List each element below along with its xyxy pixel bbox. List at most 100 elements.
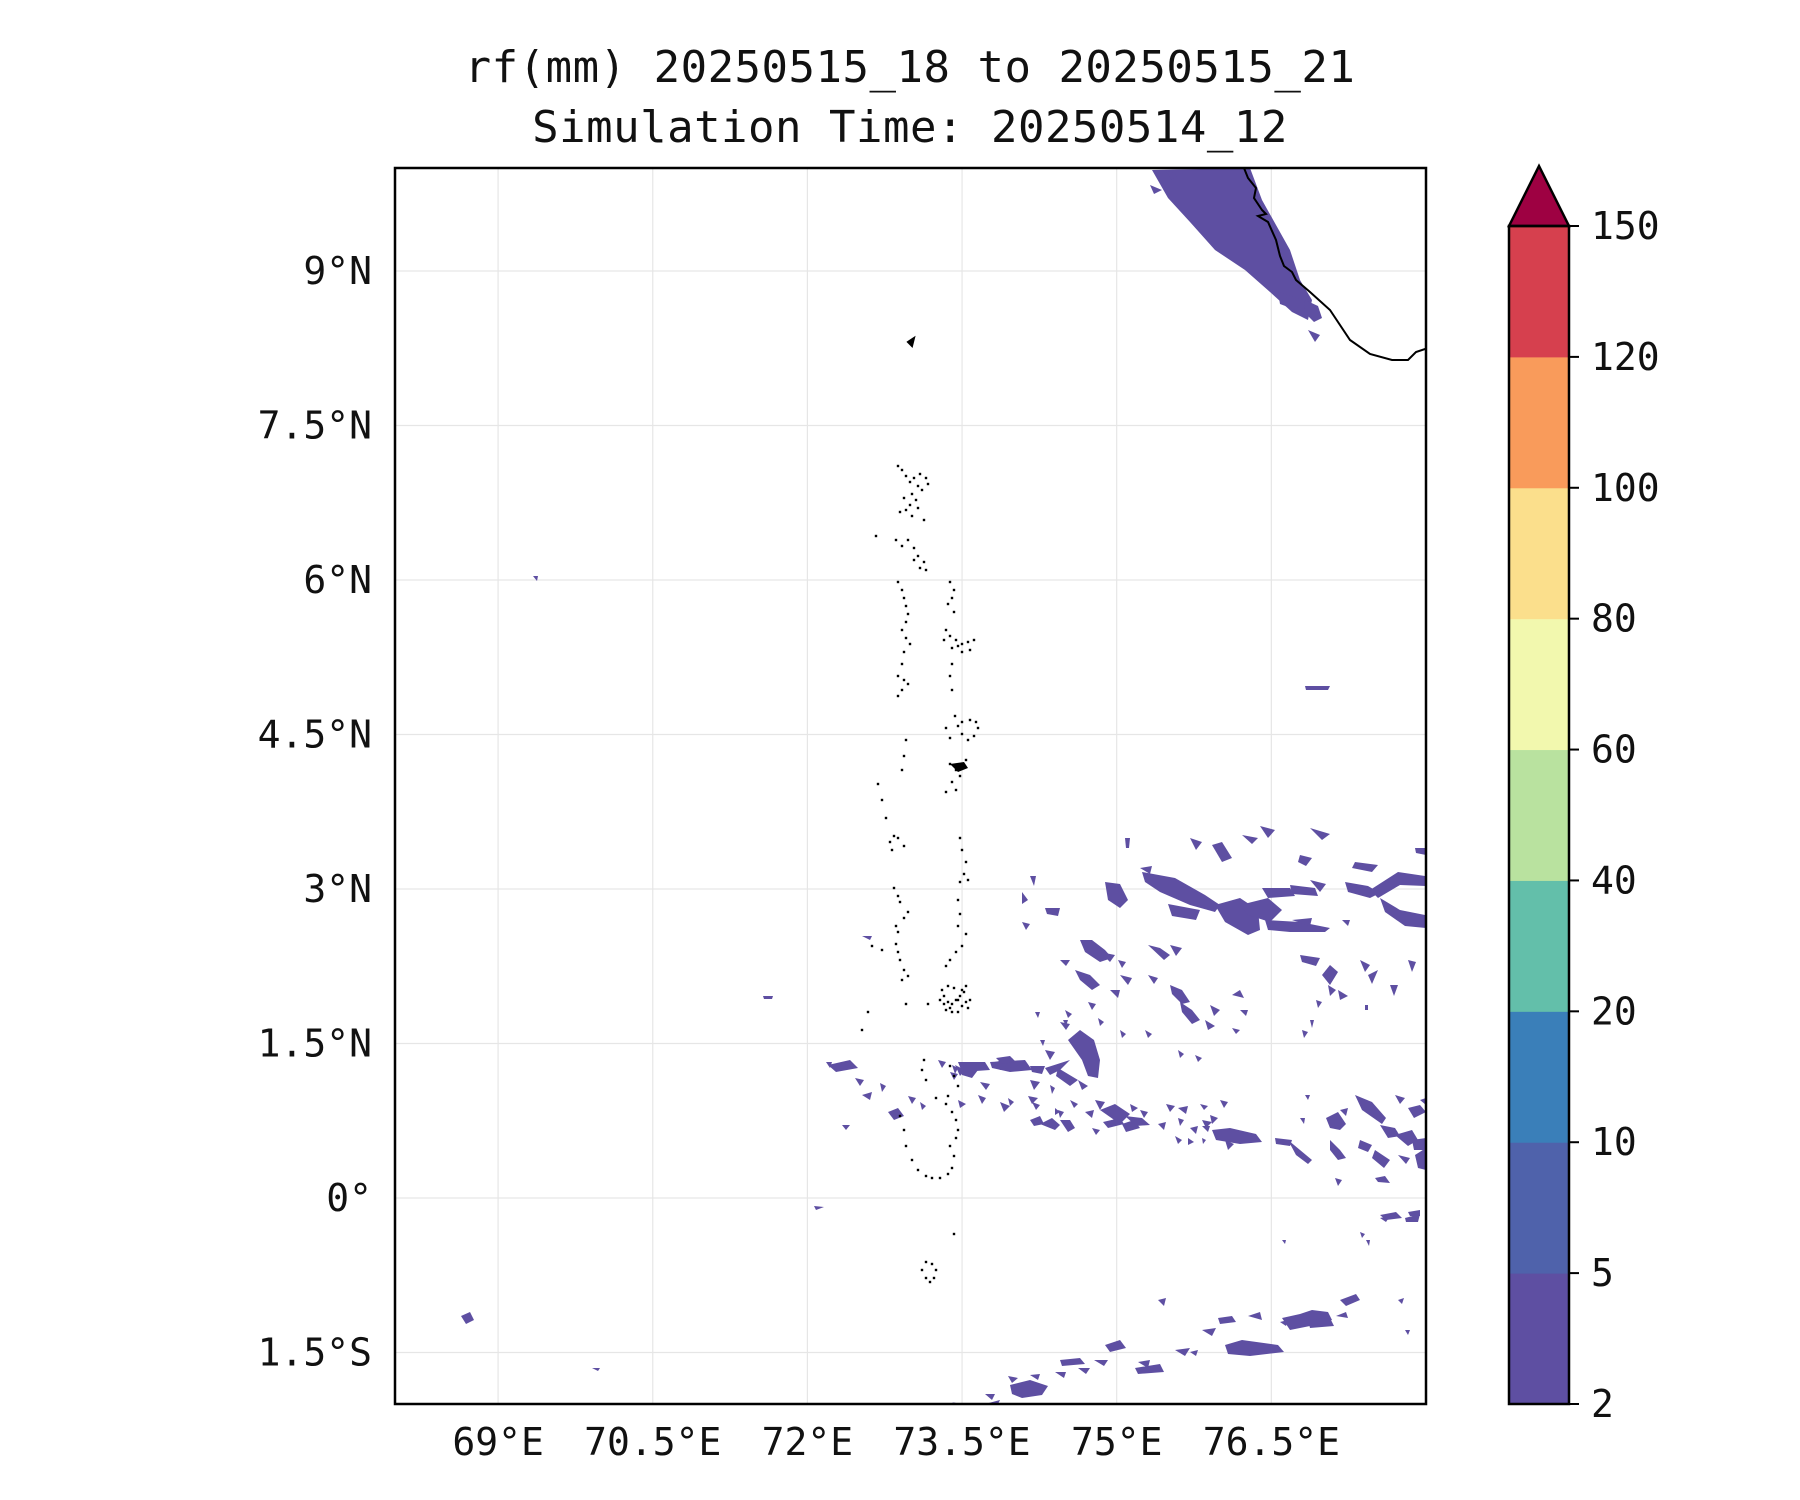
- rain-patch: [1188, 1138, 1194, 1145]
- colorbar-tick-label: 80: [1591, 597, 1637, 641]
- rain-patch: [1000, 1102, 1010, 1112]
- rain-patch: [1035, 1012, 1040, 1018]
- rain-patch: [1063, 1020, 1068, 1026]
- atoll-island: [958, 774, 962, 778]
- rain-patch: [1265, 920, 1330, 932]
- atoll-island: [880, 948, 884, 952]
- rain-patch: [1408, 1210, 1420, 1216]
- atoll-island: [906, 974, 910, 978]
- rain-patch: [1065, 1010, 1072, 1018]
- atoll-island: [874, 534, 878, 538]
- rain-patch: [1420, 1098, 1426, 1105]
- atoll-island: [920, 488, 924, 492]
- atoll-island: [948, 1144, 952, 1148]
- atoll-island: [942, 638, 946, 642]
- rain-patch: [1366, 1240, 1370, 1246]
- rain-patch: [1175, 1348, 1190, 1356]
- map-gridlines: [395, 168, 1426, 1404]
- rain-patch: [1218, 1316, 1236, 1324]
- colorbar-segment: [1509, 1011, 1569, 1143]
- rain-patch: [1380, 898, 1426, 928]
- rain-patch: [1345, 882, 1380, 898]
- atoll-island: [954, 788, 958, 792]
- atoll-island: [926, 482, 930, 486]
- colorbar-tick-label: 120: [1591, 335, 1660, 379]
- rain-patch: [1105, 882, 1128, 908]
- atoll-island: [902, 496, 906, 500]
- atoll-island: [966, 640, 970, 644]
- rain-patch: [1412, 1138, 1426, 1150]
- atoll-island: [952, 1154, 956, 1158]
- atoll-island: [894, 924, 898, 928]
- atoll-island: [896, 894, 900, 898]
- lon-tick-label: 73.5°E: [893, 1420, 1030, 1464]
- atoll-island: [962, 872, 966, 876]
- rain-patch: [1380, 1125, 1400, 1138]
- atoll-island: [892, 886, 896, 890]
- rain-patch: [1290, 885, 1318, 896]
- atoll-island: [900, 544, 904, 548]
- rain-patch: [1158, 1298, 1166, 1306]
- atoll-island: [942, 994, 946, 998]
- rain-patch: [1010, 1380, 1048, 1398]
- rain-patch: [938, 1060, 946, 1068]
- rain-patch: [1292, 918, 1312, 926]
- rain-patch: [1120, 975, 1132, 985]
- rain-patch: [1030, 1080, 1040, 1090]
- rain-patch: [461, 1312, 474, 1324]
- atoll-island: [894, 538, 898, 542]
- lon-tick-label: 76.5°E: [1203, 1420, 1340, 1464]
- rain-patch: [1148, 975, 1158, 984]
- atoll-island: [960, 988, 964, 992]
- rain-patch: [1395, 1095, 1405, 1104]
- rain-patch: [1150, 185, 1162, 194]
- atoll-island: [898, 510, 902, 514]
- maldives-atolls: [860, 464, 980, 1284]
- atoll-island: [896, 464, 900, 468]
- atoll-island: [904, 636, 908, 640]
- rain-patch: [920, 1102, 926, 1110]
- rain-patch: [1165, 170, 1178, 180]
- map-frame: [393, 166, 1428, 1406]
- atoll-island: [952, 1074, 956, 1078]
- rain-patch: [1008, 1098, 1014, 1106]
- colorbar-segment: [1509, 487, 1569, 620]
- rain-patch: [1100, 952, 1115, 962]
- atoll-island: [946, 1172, 950, 1176]
- atoll-island: [964, 758, 968, 762]
- rain-patch: [1028, 1096, 1038, 1104]
- atoll-island: [934, 1268, 938, 1272]
- rain-patch: [1408, 960, 1416, 972]
- atoll-island: [908, 642, 912, 646]
- atoll-island: [902, 916, 906, 920]
- atoll-island: [964, 984, 968, 988]
- atoll-island: [898, 900, 902, 904]
- map-title: rf(mm) 20250515_18 to 20250515_21 Simula…: [240, 38, 1580, 158]
- lat-tick-label: 7.5°N: [258, 404, 372, 448]
- atoll-island: [916, 554, 920, 558]
- colorbar-segment: [1509, 1273, 1569, 1405]
- rain-patch: [1145, 1030, 1152, 1038]
- rain-patch: [842, 1125, 850, 1130]
- rain-patch: [1105, 1340, 1126, 1352]
- rain-patch: [1045, 1050, 1055, 1060]
- atoll-island: [930, 1262, 934, 1266]
- rain-patch: [1380, 1212, 1402, 1220]
- atoll-island: [902, 844, 906, 848]
- rain-patch: [1085, 1110, 1094, 1118]
- rain-patch: [1202, 1138, 1206, 1144]
- atoll-island: [904, 604, 908, 608]
- atoll-island: [908, 480, 912, 484]
- rain-patch: [1094, 1360, 1108, 1366]
- atoll-island: [956, 644, 960, 648]
- colorbar-tick-label: 5: [1591, 1251, 1614, 1295]
- atoll-island: [950, 780, 954, 784]
- atoll-island: [866, 1010, 870, 1014]
- atoll-island: [966, 738, 970, 742]
- rain-patch: [1075, 970, 1100, 990]
- atoll-island: [900, 628, 904, 632]
- atoll-island: [956, 924, 960, 928]
- atoll-island: [960, 642, 964, 646]
- rain-patch: [1030, 1374, 1040, 1380]
- rain-patch: [1202, 1120, 1212, 1128]
